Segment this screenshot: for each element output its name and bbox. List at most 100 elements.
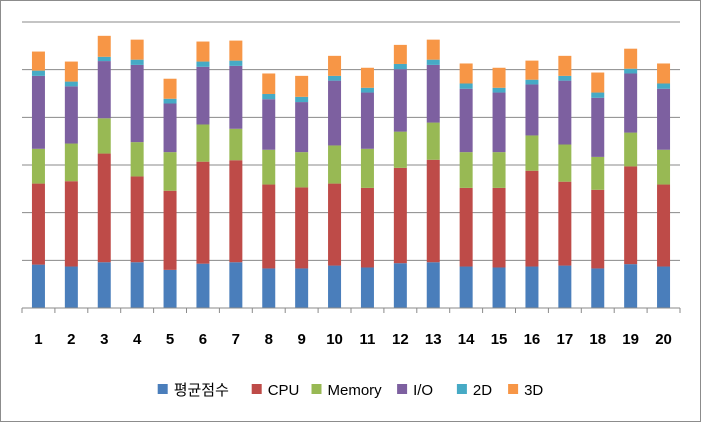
bar-segment-I/O-10 bbox=[328, 80, 342, 146]
bar-segment-Memory-6 bbox=[196, 124, 210, 162]
x-tick-label: 19 bbox=[622, 331, 639, 348]
bar-segment-3D-16 bbox=[525, 60, 539, 80]
legend-label: 3D bbox=[524, 382, 543, 399]
bar-segment-3D-14 bbox=[459, 63, 473, 84]
bar-segment-CPU-12 bbox=[393, 167, 407, 264]
bar-segment-CPU-18 bbox=[591, 189, 605, 269]
bar-segment-평균점수-17 bbox=[558, 265, 572, 308]
bar-segment-평균점수-9 bbox=[295, 268, 309, 308]
bar-segment-평균점수-3 bbox=[97, 262, 111, 308]
legend-swatch bbox=[311, 384, 322, 394]
bar-segment-평균점수-8 bbox=[262, 268, 276, 308]
bar-segment-3D-1 bbox=[31, 51, 45, 71]
legend-label: 평균점수 bbox=[174, 382, 229, 399]
bar-segment-I/O-5 bbox=[163, 103, 177, 153]
bar-segment-2D-14 bbox=[459, 83, 473, 89]
bar-segment-2D-12 bbox=[393, 63, 407, 70]
bar-segment-CPU-11 bbox=[360, 187, 374, 268]
x-tick-label: 12 bbox=[392, 331, 409, 348]
bar-segment-Memory-9 bbox=[295, 152, 309, 188]
bar-segment-2D-6 bbox=[196, 61, 210, 67]
bar-segment-2D-1 bbox=[31, 70, 45, 76]
bar-segment-CPU-14 bbox=[459, 187, 473, 267]
bar-segment-Memory-2 bbox=[64, 143, 78, 182]
legend-swatch bbox=[508, 384, 519, 394]
bar-segment-평균점수-20 bbox=[657, 266, 671, 308]
bar-segment-3D-10 bbox=[328, 55, 342, 76]
bar-segment-Memory-4 bbox=[130, 142, 144, 177]
legend-swatch bbox=[397, 384, 408, 394]
bar-segment-3D-6 bbox=[196, 41, 210, 62]
x-tick-label: 4 bbox=[133, 331, 142, 348]
bar-segment-CPU-10 bbox=[328, 183, 342, 266]
bar-segment-2D-11 bbox=[360, 87, 374, 93]
bar-segment-2D-15 bbox=[492, 87, 506, 93]
bar-segment-2D-17 bbox=[558, 75, 572, 81]
bar-segment-Memory-8 bbox=[262, 149, 276, 185]
bar-segment-Memory-13 bbox=[426, 122, 440, 160]
bar-segment-Memory-7 bbox=[229, 128, 243, 161]
bar-segment-I/O-12 bbox=[393, 69, 407, 132]
bar-segment-Memory-3 bbox=[97, 118, 111, 154]
x-tick-label: 2 bbox=[67, 331, 75, 348]
bar-segment-I/O-9 bbox=[295, 102, 309, 153]
legend-swatch bbox=[251, 384, 262, 394]
x-tick-label: 1 bbox=[34, 331, 42, 348]
bar-segment-3D-5 bbox=[163, 78, 177, 99]
legend-swatch bbox=[456, 384, 467, 394]
x-tick-label: 7 bbox=[232, 331, 240, 348]
x-tick-label: 6 bbox=[199, 331, 207, 348]
bar-segment-Memory-5 bbox=[163, 152, 177, 191]
legend-label: 2D bbox=[473, 382, 492, 399]
bar-segment-평균점수-6 bbox=[196, 263, 210, 308]
bar-segment-평균점수-7 bbox=[229, 262, 243, 308]
bar-segment-Memory-16 bbox=[525, 135, 539, 171]
x-tick-label: 5 bbox=[166, 331, 174, 348]
bar-segment-I/O-14 bbox=[459, 88, 473, 153]
bar-segment-I/O-1 bbox=[31, 75, 45, 149]
legend: 평균점수 CPU Memory I/O 2D 3D bbox=[157, 382, 543, 399]
bar-segment-평균점수-12 bbox=[393, 263, 407, 308]
x-tick-label: 9 bbox=[297, 331, 305, 348]
bar-segment-평균점수-2 bbox=[64, 266, 78, 308]
bar-segment-I/O-13 bbox=[426, 64, 440, 123]
bar-segment-2D-19 bbox=[624, 68, 638, 74]
bar-segment-3D-13 bbox=[426, 39, 440, 60]
bar-segment-2D-18 bbox=[591, 92, 605, 98]
bar-segment-평균점수-11 bbox=[360, 267, 374, 308]
bar-segment-I/O-15 bbox=[492, 92, 506, 153]
bar-segment-CPU-4 bbox=[130, 176, 144, 263]
bar-segment-3D-20 bbox=[657, 63, 671, 84]
bar-segment-3D-9 bbox=[295, 75, 309, 97]
bar-segment-평균점수-15 bbox=[492, 267, 506, 308]
bar-segment-I/O-7 bbox=[229, 65, 243, 129]
bar-segment-3D-2 bbox=[64, 61, 78, 82]
x-tick-label: 10 bbox=[326, 331, 343, 348]
bar-segment-3D-11 bbox=[360, 67, 374, 88]
bar-segment-평균점수-1 bbox=[31, 264, 45, 308]
bar-segment-Memory-18 bbox=[591, 156, 605, 190]
gridlines bbox=[22, 21, 680, 261]
x-tick-label: 3 bbox=[100, 331, 108, 348]
bar-segment-2D-16 bbox=[525, 79, 539, 85]
bars bbox=[31, 35, 671, 308]
bar-segment-Memory-15 bbox=[492, 152, 506, 188]
bar-segment-2D-13 bbox=[426, 59, 440, 65]
bar-segment-3D-7 bbox=[229, 40, 243, 61]
bar-segment-I/O-18 bbox=[591, 97, 605, 157]
bar-segment-CPU-13 bbox=[426, 159, 440, 263]
bar-segment-평균점수-14 bbox=[459, 266, 473, 308]
bar-segment-평균점수-10 bbox=[328, 265, 342, 308]
legend-swatch bbox=[157, 384, 168, 394]
x-tick-label: 8 bbox=[265, 331, 273, 348]
bar-segment-2D-20 bbox=[657, 83, 671, 89]
bar-segment-I/O-4 bbox=[130, 64, 144, 143]
bar-segment-2D-3 bbox=[97, 56, 111, 62]
bar-segment-I/O-3 bbox=[97, 61, 111, 119]
bar-segment-I/O-6 bbox=[196, 66, 210, 125]
bar-segment-Memory-20 bbox=[657, 149, 671, 185]
bar-segment-3D-17 bbox=[558, 55, 572, 76]
bar-segment-Memory-19 bbox=[624, 132, 638, 167]
bar-segment-CPU-16 bbox=[525, 170, 539, 267]
